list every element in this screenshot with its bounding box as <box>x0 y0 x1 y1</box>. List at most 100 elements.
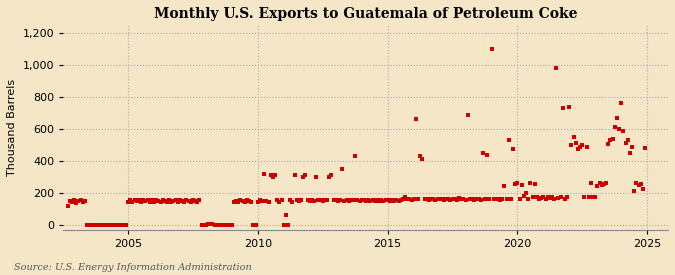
Point <box>200 223 211 227</box>
Point <box>534 196 545 201</box>
Point <box>99 223 109 227</box>
Point <box>350 154 360 158</box>
Point <box>523 196 534 201</box>
Point <box>599 182 610 186</box>
Point <box>549 196 560 201</box>
Point <box>378 199 389 203</box>
Point <box>482 152 493 157</box>
Point <box>188 198 198 202</box>
Point <box>471 196 482 201</box>
Point <box>101 223 112 227</box>
Point <box>109 223 120 227</box>
Point <box>610 125 620 130</box>
Point <box>568 135 579 139</box>
Point <box>170 198 181 202</box>
Point <box>97 223 107 227</box>
Point <box>488 196 499 201</box>
Point <box>491 196 502 201</box>
Point <box>406 198 417 202</box>
Point <box>319 198 330 202</box>
Point <box>238 199 248 203</box>
Point <box>547 195 558 199</box>
Point <box>520 191 531 195</box>
Point <box>545 196 556 200</box>
Point <box>635 182 646 186</box>
Point <box>324 175 335 179</box>
Point <box>220 223 231 227</box>
Point <box>447 196 458 201</box>
Point <box>90 223 101 227</box>
Point <box>224 223 235 227</box>
Point <box>88 223 99 227</box>
Point <box>66 200 77 204</box>
Point <box>344 199 354 203</box>
Point <box>75 198 86 202</box>
Point <box>209 223 220 227</box>
Point <box>566 143 577 147</box>
Point <box>300 173 310 178</box>
Point <box>570 140 581 145</box>
Point <box>514 196 525 201</box>
Point <box>213 223 224 227</box>
Point <box>308 199 319 203</box>
Point <box>603 142 614 146</box>
Text: Source: U.S. Energy Information Administration: Source: U.S. Energy Information Administ… <box>14 263 251 272</box>
Point <box>512 181 523 186</box>
Point <box>445 198 456 202</box>
Point <box>281 213 292 218</box>
Point <box>466 197 477 202</box>
Point <box>177 199 188 203</box>
Point <box>348 198 358 202</box>
Point <box>614 127 624 131</box>
Point <box>441 196 452 201</box>
Point <box>207 222 218 226</box>
Point <box>173 200 184 204</box>
Point <box>337 167 348 171</box>
Point <box>95 223 105 227</box>
Point <box>622 138 633 142</box>
Point <box>597 183 608 187</box>
Point <box>572 147 583 151</box>
Point <box>629 189 640 194</box>
Point <box>313 198 324 202</box>
Point <box>233 200 244 204</box>
Point <box>246 200 256 204</box>
Point <box>272 198 283 202</box>
Point <box>229 200 240 204</box>
Point <box>294 199 304 203</box>
Point <box>267 175 278 179</box>
Point <box>358 198 369 202</box>
Point <box>339 199 350 203</box>
Point <box>408 196 419 201</box>
Point <box>64 199 75 203</box>
Point <box>155 200 166 204</box>
Point <box>384 199 395 203</box>
Point <box>356 198 367 202</box>
Point <box>186 200 196 204</box>
Point <box>131 199 142 203</box>
Point <box>112 223 123 227</box>
Point <box>254 198 265 202</box>
Point <box>179 200 190 204</box>
Point <box>410 116 421 121</box>
Point <box>263 200 274 204</box>
Point <box>508 147 518 151</box>
Point <box>387 198 398 202</box>
Point <box>396 198 406 202</box>
Point <box>302 198 313 202</box>
Point <box>640 146 651 150</box>
Point <box>558 106 568 110</box>
Point <box>192 200 202 204</box>
Point <box>616 101 626 106</box>
Point <box>276 198 287 202</box>
Point <box>332 199 343 203</box>
Point <box>62 204 73 208</box>
Point <box>105 223 116 227</box>
Point <box>376 198 387 202</box>
Point <box>398 197 408 202</box>
Point <box>116 223 127 227</box>
Point <box>416 156 427 161</box>
Point <box>311 175 322 179</box>
Point <box>495 198 506 202</box>
Point <box>458 197 469 202</box>
